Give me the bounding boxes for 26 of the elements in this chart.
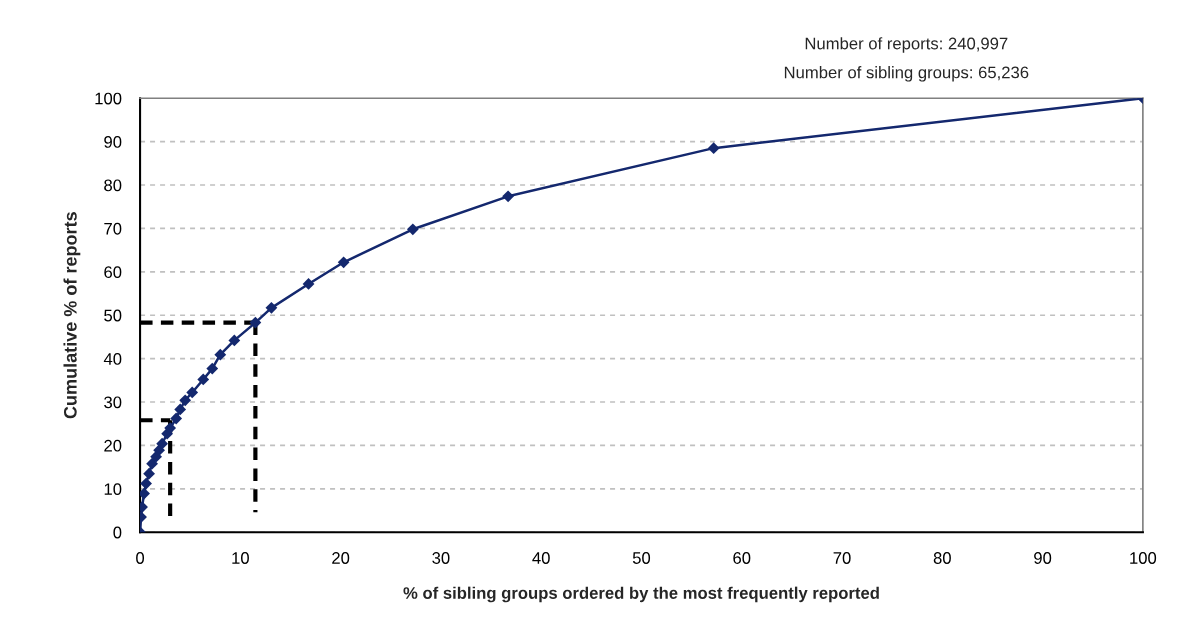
x-tick-label: 80 <box>933 552 951 564</box>
x-tick-label: 20 <box>332 552 350 564</box>
y-tick-label: 70 <box>104 222 122 235</box>
y-tick-label: 90 <box>104 136 122 148</box>
y-axis-title: Cumulative % of reports <box>63 212 81 419</box>
y-tick-label: 0 <box>113 526 122 539</box>
y-tick-label: 80 <box>104 179 122 192</box>
x-tick-label: 70 <box>833 552 851 564</box>
y-tick-label: 30 <box>104 396 122 409</box>
y-tick-label: 50 <box>104 309 122 322</box>
x-tick-label: 40 <box>532 552 550 564</box>
x-tick-label: 30 <box>432 552 450 564</box>
y-tick-label: 60 <box>104 266 122 279</box>
x-tick-label: 100 <box>1130 552 1157 564</box>
x-tick-label: 60 <box>733 552 751 564</box>
text: Number of reports: 240,997 <box>805 37 1008 53</box>
text: Number of sibling groups: 65,236 <box>784 66 1029 82</box>
y-tick-label: 10 <box>104 483 122 496</box>
x-axis-title: % of sibling groups ordered by the most frequently reported <box>403 586 879 603</box>
y-tick-label: 20 <box>104 439 122 452</box>
y-tick-label: 40 <box>103 353 122 365</box>
y-tick-label: 100 <box>95 92 122 105</box>
x-tick-label: 10 <box>232 552 249 564</box>
x-tick-label: 90 <box>1034 552 1052 564</box>
x-tick-label: 50 <box>632 552 651 564</box>
x-tick-label: 0 <box>136 552 145 564</box>
